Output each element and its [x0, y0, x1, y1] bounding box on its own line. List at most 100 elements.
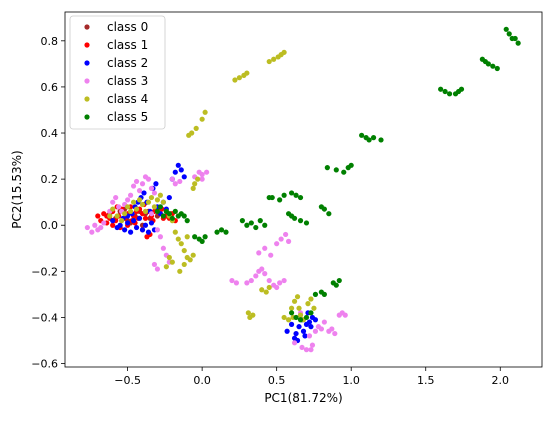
- point-class-2: [293, 330, 299, 337]
- point-class-5: [438, 86, 444, 92]
- point-class-5: [321, 291, 327, 297]
- y-tick-label: 0.8: [41, 35, 59, 48]
- point-class-4: [119, 218, 125, 224]
- point-class-5: [202, 234, 208, 240]
- point-class-4: [285, 317, 292, 323]
- point-class-5: [366, 137, 372, 143]
- point-class-4: [122, 211, 128, 217]
- point-class-3: [154, 227, 161, 233]
- point-class-4: [145, 199, 152, 205]
- point-class-4: [266, 284, 272, 291]
- point-class-5: [341, 169, 347, 175]
- point-class-3: [84, 224, 90, 231]
- point-class-5: [154, 208, 161, 214]
- point-class-3: [127, 192, 134, 198]
- point-class-4: [281, 314, 287, 321]
- point-class-4: [281, 49, 287, 55]
- point-class-5: [293, 314, 299, 321]
- point-class-4: [151, 204, 158, 210]
- point-class-3: [259, 266, 265, 272]
- point-class-4: [259, 287, 265, 293]
- point-class-4: [114, 213, 120, 219]
- legend-label-class-1: class 1: [107, 38, 148, 52]
- point-class-3: [253, 273, 259, 279]
- point-class-3: [148, 211, 155, 217]
- point-class-3: [145, 176, 152, 182]
- x-axis: −0.5 0.0 0.5 1.0 1.5 2.0: [114, 367, 509, 387]
- point-class-3: [244, 280, 250, 286]
- point-class-3: [256, 250, 262, 256]
- point-class-5: [293, 192, 299, 198]
- point-class-4: [244, 70, 250, 76]
- point-class-2: [284, 328, 290, 334]
- y-axis: −0.6 −0.4 −0.2 0.0 0.2 0.4 0.6 0.8: [31, 35, 65, 371]
- point-class-2: [139, 227, 146, 233]
- point-class-5: [336, 277, 342, 284]
- point-class-5: [348, 162, 354, 168]
- point-class-5: [184, 218, 190, 224]
- point-class-3: [309, 342, 316, 348]
- point-class-3: [204, 169, 210, 175]
- point-class-3: [281, 277, 287, 284]
- point-class-3: [98, 224, 104, 231]
- point-class-5: [333, 167, 339, 173]
- point-class-2: [306, 319, 313, 325]
- legend-label-class-0: class 0: [107, 20, 148, 34]
- point-class-3: [113, 194, 119, 201]
- x-axis-label: PC1(81.72%): [264, 391, 342, 405]
- point-class-4: [127, 208, 134, 214]
- y-tick-label: 0.0: [41, 219, 59, 232]
- x-tick-label: −0.5: [114, 374, 141, 387]
- point-class-4: [297, 312, 304, 318]
- point-class-5: [321, 206, 327, 212]
- point-class-3: [169, 176, 175, 182]
- point-class-3: [177, 178, 183, 185]
- point-class-4: [250, 312, 256, 318]
- point-class-2: [148, 220, 155, 226]
- point-class-5: [485, 61, 491, 67]
- point-class-5: [277, 197, 283, 203]
- point-class-2: [288, 321, 295, 327]
- legend-label-class-2: class 2: [107, 56, 148, 70]
- point-class-4: [142, 208, 149, 214]
- point-class-3: [148, 185, 155, 191]
- point-class-2: [127, 229, 134, 235]
- point-class-3: [321, 319, 327, 325]
- point-class-3: [139, 181, 146, 187]
- point-class-1: [110, 222, 116, 228]
- point-class-5: [169, 215, 175, 221]
- point-class-2: [142, 222, 149, 228]
- point-class-1: [95, 213, 101, 219]
- point-class-5: [446, 91, 453, 97]
- point-class-4: [175, 236, 181, 242]
- point-class-4: [311, 305, 317, 311]
- point-class-4: [181, 261, 187, 268]
- point-class-5: [503, 26, 509, 32]
- plot-frame: [64, 11, 543, 368]
- point-class-2: [145, 229, 152, 235]
- point-class-3: [199, 171, 205, 178]
- point-class-5: [192, 234, 198, 240]
- point-class-5: [218, 227, 225, 233]
- point-class-3: [312, 328, 319, 334]
- point-class-5: [223, 229, 229, 235]
- point-class-4: [166, 254, 172, 261]
- legend-marker-class-4: [84, 96, 90, 102]
- point-class-5: [269, 194, 275, 201]
- x-tick-label: 1.0: [342, 374, 360, 387]
- point-class-3: [116, 204, 122, 210]
- y-tick-label: 0.2: [41, 173, 59, 186]
- y-tick-label: 0.6: [41, 81, 59, 94]
- point-class-4: [195, 176, 201, 182]
- x-tick-label: 0.0: [193, 374, 211, 387]
- point-class-3: [233, 280, 240, 286]
- point-class-5: [253, 224, 259, 231]
- x-tick-label: 1.5: [417, 374, 435, 387]
- x-tick-label: 0.5: [268, 374, 286, 387]
- point-class-3: [172, 181, 178, 187]
- point-class-3: [303, 347, 310, 353]
- point-class-4: [199, 116, 205, 122]
- point-class-3: [262, 271, 268, 277]
- point-class-2: [110, 218, 116, 224]
- point-class-3: [308, 347, 314, 353]
